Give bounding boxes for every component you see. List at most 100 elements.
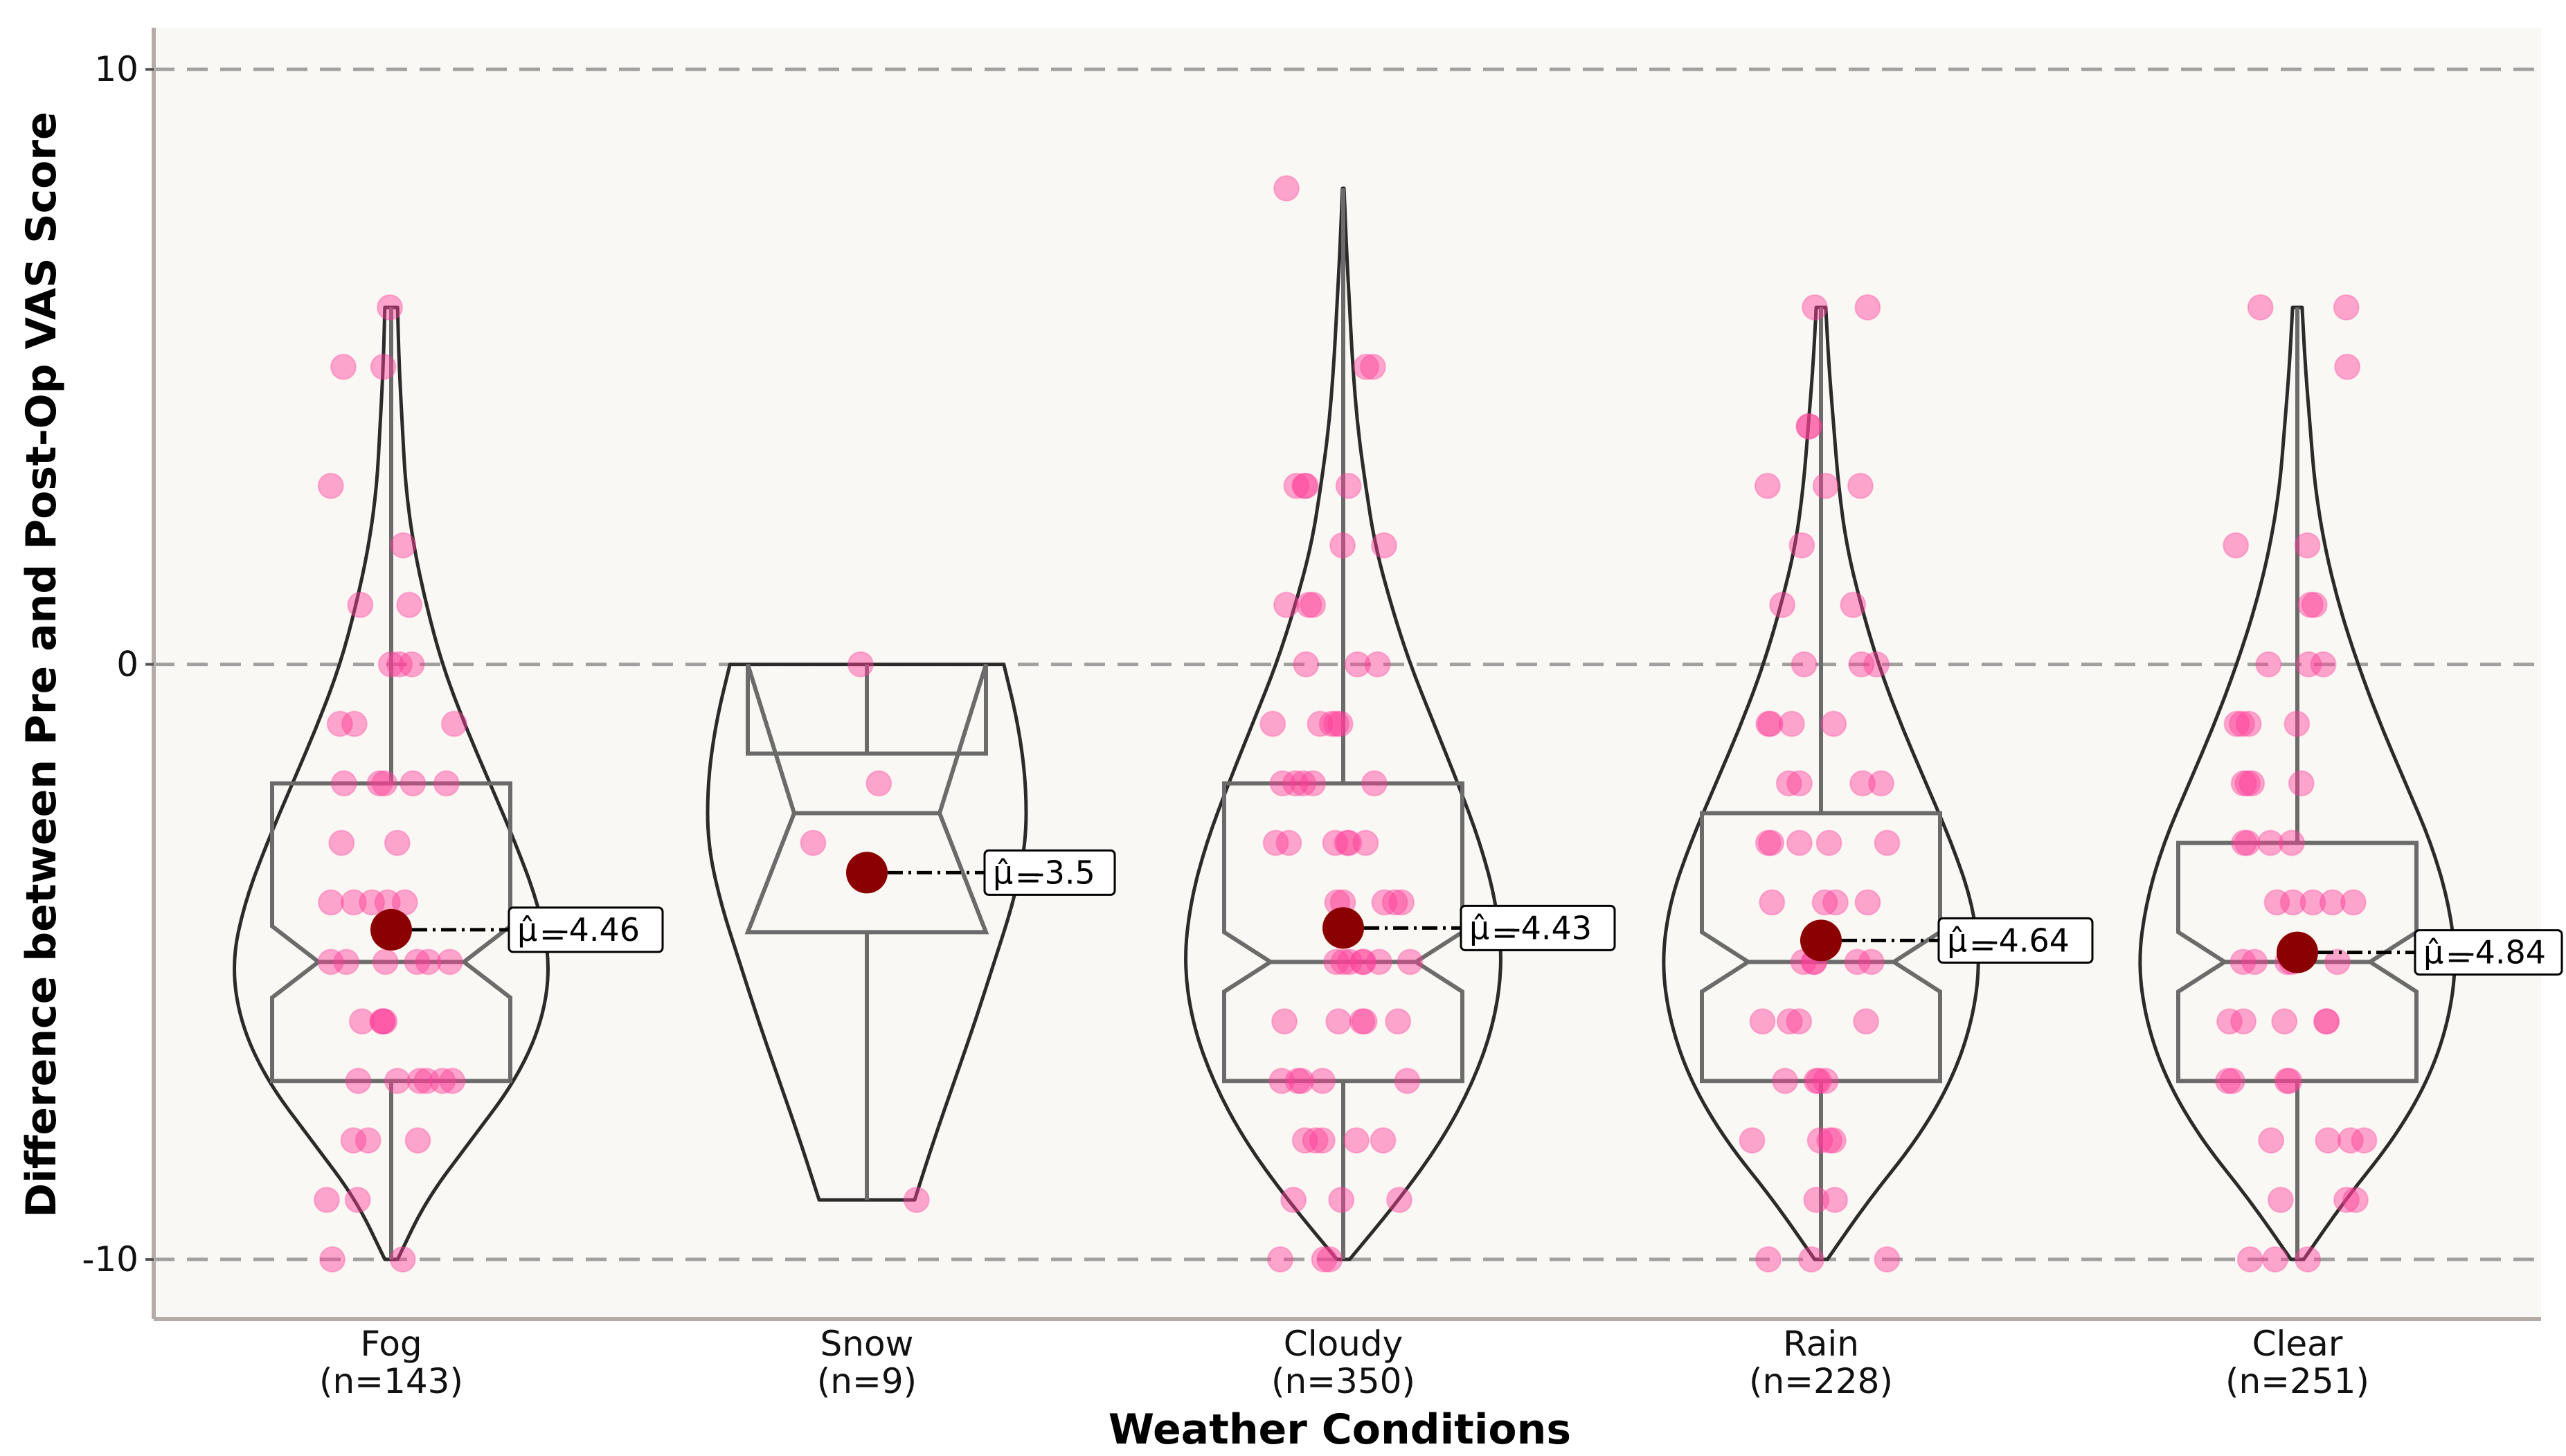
data-point bbox=[2284, 710, 2311, 737]
data-point bbox=[1874, 829, 1901, 856]
data-point bbox=[1806, 1127, 1833, 1154]
data-point bbox=[1854, 889, 1881, 916]
data-point bbox=[2342, 1187, 2369, 1214]
data-point bbox=[2294, 532, 2321, 559]
data-point bbox=[1758, 829, 1785, 856]
data-point bbox=[1334, 829, 1361, 856]
data-point bbox=[2216, 1008, 2243, 1035]
data-point bbox=[317, 889, 344, 916]
data-point bbox=[1755, 1246, 1782, 1273]
plot-background bbox=[154, 28, 2541, 1319]
mean-label-box bbox=[983, 849, 1116, 896]
data-point bbox=[1822, 889, 1849, 916]
data-point bbox=[1283, 472, 1310, 499]
data-point bbox=[1796, 413, 1823, 440]
data-point bbox=[345, 1068, 372, 1095]
data-point bbox=[2319, 889, 2346, 916]
data-point bbox=[1259, 710, 1286, 737]
mean-value: -3.5 bbox=[1033, 854, 1095, 891]
data-point bbox=[1291, 472, 1318, 499]
x-tick-count-label: (n=228) bbox=[1749, 1361, 1893, 1401]
data-point bbox=[2271, 1008, 2298, 1035]
data-point bbox=[1820, 710, 1847, 737]
x-tick-count-label: (n=143) bbox=[319, 1361, 463, 1401]
data-point bbox=[1329, 532, 1356, 559]
data-point bbox=[2337, 1127, 2364, 1154]
data-point bbox=[1307, 710, 1334, 737]
data-point bbox=[2236, 1246, 2263, 1273]
data-point bbox=[1280, 1187, 1307, 1214]
data-point bbox=[1370, 532, 1397, 559]
data-point bbox=[1322, 710, 1349, 737]
data-point bbox=[384, 829, 411, 856]
mean-marker bbox=[370, 908, 412, 951]
data-point bbox=[2229, 949, 2257, 976]
data-point bbox=[1336, 829, 1363, 856]
data-point bbox=[1267, 1246, 1294, 1273]
data-point bbox=[1349, 949, 1376, 976]
mean-symbol: μ̂ bbox=[2423, 934, 2443, 971]
data-point bbox=[1820, 1127, 1847, 1154]
data-point bbox=[2267, 1187, 2294, 1214]
data-point bbox=[2235, 710, 2262, 737]
mean-equals: = bbox=[1491, 913, 1518, 951]
data-point bbox=[1863, 651, 1890, 678]
mean-marker bbox=[2277, 931, 2318, 973]
data-point bbox=[1351, 1008, 1378, 1035]
data-point bbox=[1282, 770, 1309, 797]
data-point bbox=[326, 710, 353, 737]
data-point bbox=[386, 651, 413, 678]
data-point bbox=[903, 1187, 930, 1214]
data-point bbox=[313, 1187, 340, 1214]
data-point bbox=[1311, 1246, 1338, 1273]
data-point bbox=[2333, 1187, 2360, 1214]
data-point bbox=[369, 1008, 396, 1035]
mean-label-box bbox=[2414, 929, 2563, 976]
data-point bbox=[1350, 949, 1377, 976]
box-clear bbox=[2176, 841, 2419, 1084]
mean-label-box bbox=[1460, 904, 1616, 951]
x-tick-label: Fog bbox=[360, 1324, 422, 1364]
box-fog bbox=[270, 781, 512, 1084]
x-tick-label: Snow bbox=[820, 1324, 914, 1364]
y-axis-title: Difference between Pre and Post-Op VAS S… bbox=[17, 111, 66, 1217]
data-point bbox=[429, 1068, 456, 1095]
data-point bbox=[2313, 1008, 2340, 1035]
data-point bbox=[1327, 710, 1354, 737]
mean-label-box bbox=[1937, 917, 2094, 964]
data-point bbox=[1273, 175, 1300, 202]
data-point bbox=[1385, 1187, 1412, 1214]
x-tick-label: Clear bbox=[2252, 1324, 2343, 1364]
data-point bbox=[1381, 889, 1408, 916]
data-point bbox=[865, 770, 892, 797]
data-point bbox=[2299, 889, 2326, 916]
data-point bbox=[1349, 1008, 1376, 1035]
data-point bbox=[1316, 1246, 1343, 1273]
data-point bbox=[1361, 770, 1388, 797]
data-point bbox=[319, 1246, 346, 1273]
data-point bbox=[389, 1246, 416, 1273]
data-point bbox=[372, 949, 399, 976]
data-point bbox=[1388, 889, 1415, 916]
data-point bbox=[439, 1068, 466, 1095]
data-point bbox=[1269, 770, 1296, 797]
data-point bbox=[2218, 1068, 2245, 1095]
data-point bbox=[1330, 949, 1357, 976]
y-tick-label: 10 bbox=[94, 49, 138, 89]
data-point bbox=[1275, 829, 1302, 856]
data-point bbox=[436, 949, 463, 976]
data-point bbox=[1803, 1068, 1830, 1095]
data-point bbox=[377, 651, 404, 678]
data-point bbox=[400, 770, 427, 797]
data-point bbox=[1284, 1068, 1311, 1095]
x-axis-title: Weather Conditions bbox=[1109, 1405, 1571, 1454]
data-point bbox=[1271, 1008, 1298, 1035]
data-point bbox=[1371, 889, 1398, 916]
mean-symbol: μ̂ bbox=[993, 854, 1013, 891]
data-point bbox=[1268, 1068, 1295, 1095]
data-point bbox=[371, 1008, 398, 1035]
data-point bbox=[1359, 353, 1386, 380]
data-point bbox=[2223, 532, 2250, 559]
mean-equals: = bbox=[1015, 858, 1042, 895]
data-point bbox=[2276, 1068, 2303, 1095]
